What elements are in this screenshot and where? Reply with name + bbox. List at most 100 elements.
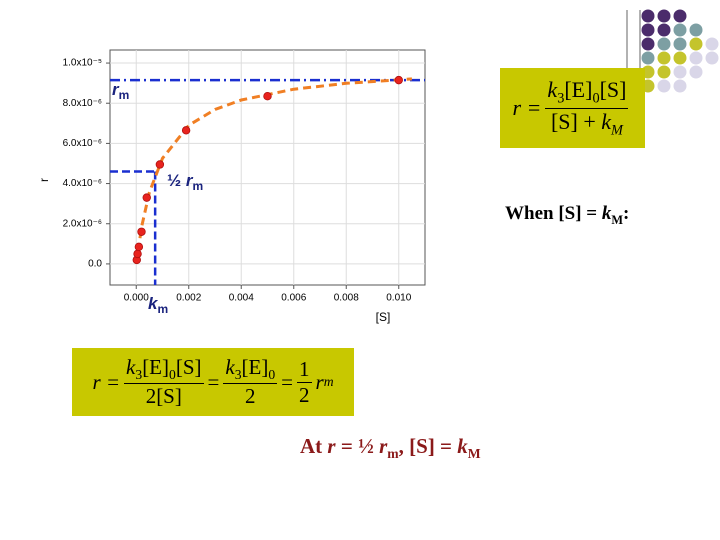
data-point [134, 242, 144, 252]
text: At [300, 434, 328, 458]
eq-text: r = [512, 95, 542, 120]
decor-dot [657, 23, 671, 37]
text: k [601, 203, 612, 224]
x-axis-label: [S] [376, 310, 391, 324]
decor-dot [657, 65, 671, 79]
eq-text: k [126, 354, 136, 379]
data-point [394, 75, 403, 85]
text: , [S] = [398, 434, 458, 458]
eq-text: k [225, 354, 235, 379]
annotation-part: r [112, 80, 120, 99]
fit-curve [134, 77, 413, 265]
text: : [623, 203, 630, 224]
annotation-part: r [186, 171, 194, 190]
decor-dot [657, 79, 671, 93]
y-axis-label: r [37, 178, 51, 182]
decor-dot [673, 51, 687, 65]
decor-dot [657, 37, 671, 51]
x-tick-label: 0.000 [124, 293, 149, 304]
eq-text: k [601, 108, 612, 134]
y-tick-label: 2.0x10⁻⁶ [63, 218, 102, 229]
eq-text: M [611, 121, 623, 138]
eq-text: r [315, 369, 324, 394]
eq-text: [S] [599, 77, 627, 103]
eq-text: 0 [268, 367, 276, 383]
text: = ½ [335, 434, 380, 458]
annotation-part: m [157, 302, 168, 316]
eq-text: 3 [234, 367, 242, 383]
y-tick-label: 4.0x10⁻⁶ [63, 178, 102, 189]
decor-dot [657, 9, 671, 23]
fraction: 1 2 [297, 357, 312, 408]
x-tick-label: 0.006 [281, 293, 306, 304]
data-point [142, 193, 151, 202]
decor-dot [689, 65, 703, 79]
eq-text: 3 [135, 367, 143, 383]
eq-text: 1 [297, 356, 312, 383]
eq-text: r = [92, 369, 121, 394]
data-point [133, 249, 142, 259]
text: r [327, 434, 336, 458]
data-point [155, 160, 165, 169]
eq-text: = [281, 369, 294, 394]
eq-text: 3 [557, 90, 565, 107]
y-tick-label: 8.0x10⁻⁶ [63, 98, 102, 109]
y-tick-label: 1.0x10⁻⁵ [63, 58, 102, 69]
text: M [467, 446, 481, 462]
annotation: km [148, 294, 168, 316]
decor-dot [673, 23, 687, 37]
decor-dot [673, 9, 687, 23]
eq-text: [E] [241, 354, 269, 379]
eq-text: = [207, 369, 220, 394]
decor-dot [673, 65, 687, 79]
eq-text: k [547, 77, 558, 103]
decor-dot [689, 23, 703, 37]
annotation: ½ rm [167, 171, 203, 193]
decor-dot [705, 37, 719, 51]
eq-text: 2 [245, 384, 256, 409]
fraction: k3[E]0 2 [223, 354, 278, 409]
x-tick-label: 0.008 [334, 293, 359, 304]
decor-dot [641, 23, 655, 37]
decor-dot [689, 37, 703, 51]
eq-text: [S] [175, 354, 202, 379]
decor-dot [657, 51, 671, 65]
annotation-part: k [148, 294, 159, 313]
chart: 0.0 2.0x10⁻⁶ 4.0x10⁻⁶ 6.0x10⁻⁶ 8.0x10⁻⁶ 1.0x1… [37, 49, 426, 324]
equation-box: r = k3[E]0[S] [S] + kM [500, 68, 645, 148]
annotation-part: m [119, 88, 130, 102]
text: M [611, 212, 624, 227]
x-tick-label: 0.002 [176, 293, 201, 304]
fraction: k3[E]0[S] 2[S] [124, 354, 204, 409]
annotation-part: ½ [167, 171, 186, 190]
conclusion: At r = ½ rm, [S] = kM [300, 434, 481, 462]
x-tick-label: 0.010 [386, 293, 411, 304]
decor-dot [705, 51, 719, 65]
eq-text: m [323, 374, 334, 389]
eq-text: 2[S] [145, 384, 182, 409]
annotation-part: m [193, 179, 204, 193]
text: m [387, 446, 399, 462]
decor-dot [641, 51, 655, 65]
eq-text: 2 [299, 382, 310, 407]
eq-text: [S] + [550, 108, 602, 134]
annotation: rm [112, 80, 129, 102]
decor-dot [673, 79, 687, 93]
eq-text: [E] [564, 77, 593, 103]
data-point [263, 91, 272, 101]
decor-dot [689, 51, 703, 65]
when-text: When [S] = kM: [505, 203, 629, 228]
data-point [137, 227, 146, 236]
decor-dot [641, 37, 655, 51]
x-tick-label: 0.004 [229, 293, 254, 304]
eq-text: 0 [592, 90, 600, 107]
text: When [S] = [505, 203, 602, 224]
decor-dot [673, 37, 687, 51]
eq-text: 0 [169, 367, 176, 383]
fraction: k3[E]0[S] [S] + kM [545, 77, 629, 139]
y-tick-label: 6.0x10⁻⁶ [63, 138, 102, 149]
data-point [181, 126, 191, 135]
